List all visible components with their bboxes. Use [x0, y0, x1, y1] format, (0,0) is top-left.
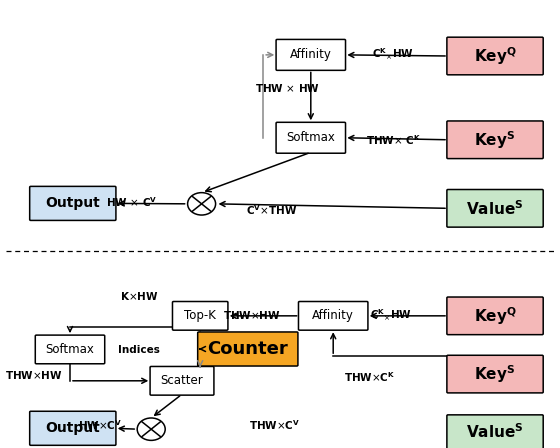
- FancyBboxPatch shape: [276, 39, 346, 70]
- Circle shape: [188, 193, 216, 215]
- FancyBboxPatch shape: [172, 302, 228, 330]
- Text: THW$\times$C$^\mathbf{K}$: THW$\times$C$^\mathbf{K}$: [344, 370, 395, 384]
- Text: Softmax: Softmax: [45, 343, 95, 356]
- Text: Value$^\mathbf{S}$: Value$^\mathbf{S}$: [466, 422, 524, 441]
- Text: Key$^\mathbf{Q}$: Key$^\mathbf{Q}$: [474, 305, 516, 327]
- Text: THW$\times$HW: THW$\times$HW: [4, 370, 63, 381]
- Text: HW$\times$C$^\mathbf{V}$: HW$\times$C$^\mathbf{V}$: [78, 418, 122, 431]
- Text: THW$\times$HW: THW$\times$HW: [223, 309, 281, 321]
- Text: THW$\times$C$^\mathbf{V}$: THW$\times$C$^\mathbf{V}$: [249, 418, 300, 431]
- Text: Value$^\mathbf{S}$: Value$^\mathbf{S}$: [466, 199, 524, 218]
- Text: Key$^\mathbf{S}$: Key$^\mathbf{S}$: [474, 363, 516, 385]
- FancyBboxPatch shape: [447, 297, 543, 335]
- FancyBboxPatch shape: [30, 411, 116, 445]
- Text: THW $\times$ HW: THW $\times$ HW: [255, 82, 320, 94]
- Text: Scatter: Scatter: [161, 374, 203, 388]
- FancyBboxPatch shape: [35, 335, 105, 364]
- Text: Softmax: Softmax: [286, 131, 335, 144]
- Text: C$^\mathbf{K}$$_{\times}$HW: C$^\mathbf{K}$$_{\times}$HW: [372, 47, 414, 62]
- FancyBboxPatch shape: [150, 366, 214, 395]
- FancyBboxPatch shape: [30, 186, 116, 220]
- Text: Indices: Indices: [118, 345, 160, 355]
- Text: Counter: Counter: [207, 340, 288, 358]
- Text: Key$^\mathbf{Q}$: Key$^\mathbf{Q}$: [474, 45, 516, 67]
- Text: Affinity: Affinity: [290, 48, 332, 61]
- FancyBboxPatch shape: [198, 332, 298, 366]
- FancyBboxPatch shape: [447, 37, 543, 75]
- FancyBboxPatch shape: [447, 355, 543, 393]
- Text: HW $\times$ C$^\mathbf{V}$: HW $\times$ C$^\mathbf{V}$: [106, 196, 158, 209]
- FancyBboxPatch shape: [447, 190, 543, 227]
- Text: Top-K: Top-K: [184, 309, 216, 323]
- FancyBboxPatch shape: [447, 121, 543, 159]
- FancyBboxPatch shape: [298, 302, 368, 330]
- Text: C$^\mathbf{K}$$_{\times}$HW: C$^\mathbf{K}$$_{\times}$HW: [370, 307, 412, 323]
- Text: THW$\times$ C$^\mathbf{K}$: THW$\times$ C$^\mathbf{K}$: [366, 133, 421, 146]
- FancyBboxPatch shape: [276, 122, 346, 153]
- Text: Key$^\mathbf{S}$: Key$^\mathbf{S}$: [474, 129, 516, 151]
- Text: Output: Output: [45, 196, 100, 211]
- Circle shape: [137, 418, 165, 440]
- Text: C$^\mathbf{V}$$\times$THW: C$^\mathbf{V}$$\times$THW: [246, 204, 297, 217]
- Text: K$\times$HW: K$\times$HW: [120, 290, 158, 302]
- Text: Affinity: Affinity: [312, 309, 354, 323]
- FancyBboxPatch shape: [447, 415, 543, 448]
- Text: Output: Output: [45, 421, 100, 435]
